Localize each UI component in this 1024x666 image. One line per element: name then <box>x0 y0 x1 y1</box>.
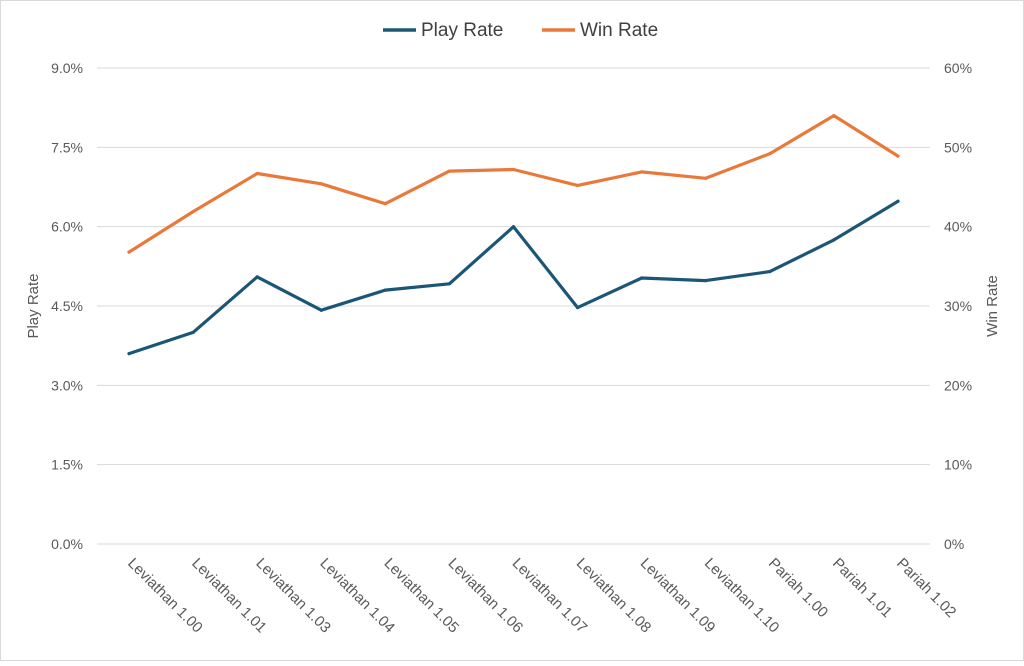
data-point <box>832 114 836 118</box>
y2-tick-label: 50% <box>944 139 972 155</box>
data-point <box>383 288 387 292</box>
data-point <box>575 183 580 188</box>
data-point <box>383 202 387 206</box>
data-point <box>127 352 131 356</box>
y2-tick-label: 30% <box>944 298 972 314</box>
data-point <box>511 167 516 172</box>
series-lines <box>127 113 900 356</box>
legend-label: Win Rate <box>580 20 658 41</box>
data-point <box>640 170 644 174</box>
data-point <box>447 282 452 286</box>
data-point <box>768 152 772 156</box>
data-point <box>511 225 516 229</box>
left-axis-ticks: 0.0% 1.5% 3.0% 4.5% 6.0% 7.5% 9.0% <box>51 60 83 552</box>
data-point <box>191 209 195 214</box>
data-point <box>896 154 900 158</box>
y2-tick-label: 10% <box>944 457 972 473</box>
data-point <box>575 305 580 310</box>
y2-tick-label: 0% <box>944 536 964 552</box>
data-point <box>255 171 259 176</box>
y-tick-label: 3.0% <box>51 377 83 393</box>
data-point <box>640 276 644 280</box>
y2-tick-label: 20% <box>944 377 972 393</box>
y-tick-label: 6.0% <box>51 219 83 235</box>
right-axis-ticks: 0% 10% 20% 30% 40% 50% 60% <box>944 60 972 552</box>
data-point <box>832 238 836 242</box>
data-point <box>896 199 900 203</box>
y-tick-label: 4.5% <box>51 298 83 314</box>
data-point <box>255 275 259 279</box>
y-tick-label: 1.5% <box>51 457 83 473</box>
y2-tick-label: 40% <box>944 219 972 235</box>
y2-tick-label: 60% <box>944 60 972 76</box>
data-point <box>768 270 772 274</box>
y-axis-label: Play Rate <box>25 273 42 338</box>
data-point <box>704 279 708 283</box>
data-point <box>127 250 131 254</box>
data-point <box>704 176 708 180</box>
y2-axis-label: Win Rate <box>984 275 1001 337</box>
legend: Play Rate Win Rate <box>383 20 658 41</box>
y-tick-label: 7.5% <box>51 139 83 155</box>
data-point <box>319 182 323 186</box>
y-tick-label: 9.0% <box>51 60 83 76</box>
data-point <box>191 330 195 335</box>
data-point <box>447 169 452 173</box>
legend-label: Play Rate <box>421 20 503 41</box>
y-tick-label: 0.0% <box>51 536 83 552</box>
data-point <box>319 308 323 312</box>
